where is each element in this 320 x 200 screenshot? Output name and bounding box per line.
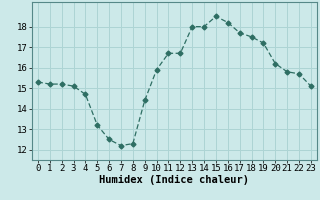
X-axis label: Humidex (Indice chaleur): Humidex (Indice chaleur) xyxy=(100,175,249,185)
